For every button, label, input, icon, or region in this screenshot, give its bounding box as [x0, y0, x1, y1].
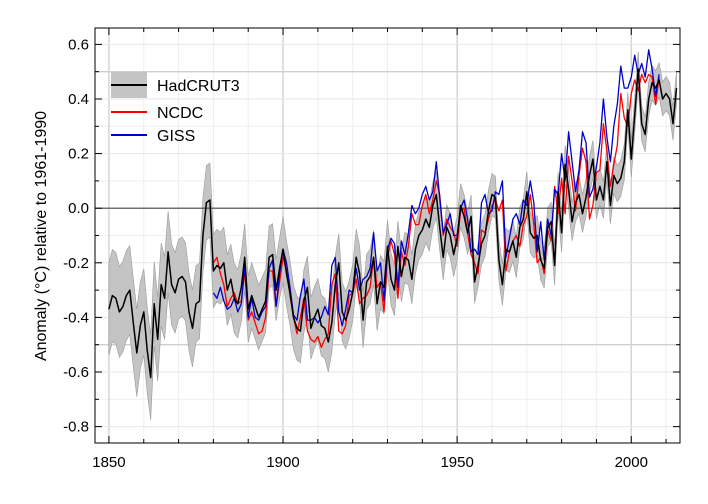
series-line-hadcrut3 [108, 68, 678, 379]
legend-label-hadcrut3: HadCRUT3 [157, 78, 240, 95]
series-layer [108, 49, 678, 379]
uncertainty-band-layer [108, 51, 677, 421]
x-tick-label: 2000 [615, 454, 648, 471]
x-tick-label: 1950 [440, 454, 473, 471]
series-line-giss [212, 49, 660, 327]
y-tick-label: -0.6 [63, 364, 89, 381]
legend-label-ncdc: NCDC [157, 105, 203, 122]
y-tick-label: 0.4 [68, 91, 89, 108]
x-tick-label: 1850 [92, 454, 125, 471]
x-tick-label: 1900 [266, 454, 299, 471]
y-tick-label: 0.2 [68, 146, 89, 163]
y-tick-label: -0.2 [63, 255, 89, 272]
axis-ticks [95, 28, 680, 443]
y-tick-label: -0.8 [63, 419, 89, 436]
y-tick-labels: -0.8 -0.6 -0.4 -0.2 0.0 0.2 0.4 0.6 [63, 36, 89, 435]
legend-label-giss: GISS [157, 128, 195, 145]
y-tick-label: 0.6 [68, 36, 89, 53]
legend: HadCRUT3 NCDC GISS [111, 72, 240, 145]
uncertainty-band [108, 51, 677, 421]
x-tick-labels: 1850 1900 1950 2000 [92, 454, 648, 471]
y-axis-title: Anomaly (°C) relative to 1961-1990 [33, 111, 50, 361]
y-tick-label: 0.0 [68, 200, 89, 217]
y-tick-label: -0.4 [63, 309, 89, 326]
